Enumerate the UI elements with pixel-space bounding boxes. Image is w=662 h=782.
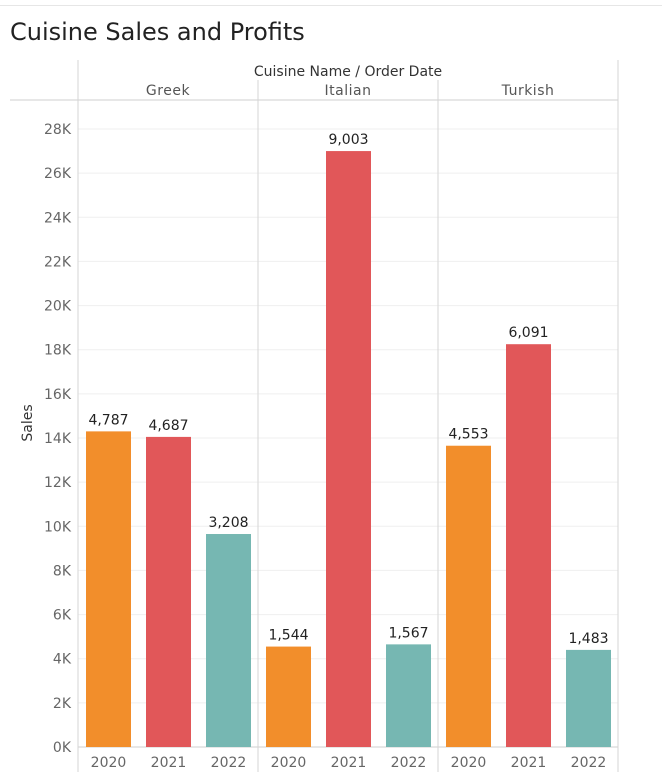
y-axis-title: Sales	[20, 404, 36, 441]
y-tick-label: 6K	[53, 608, 72, 624]
group-headers: Greek Italian Turkish	[146, 83, 554, 99]
bar-italian-2020[interactable]	[266, 646, 311, 747]
y-tick-label: 4K	[53, 652, 72, 668]
y-tick-label: 10K	[44, 519, 72, 535]
bar-turkish-2021[interactable]	[506, 344, 551, 747]
x-tick-label-2020: 2020	[451, 755, 487, 771]
data-label-greek-2022: 3,208	[208, 515, 248, 531]
y-tick-label: 28K	[44, 122, 72, 138]
x-tick-label-2022: 2022	[391, 755, 427, 771]
group-header-greek: Greek	[146, 83, 191, 99]
data-labels: 4,787 4,687 3,208 1,544 9,003 1,567 4,553 6,091…	[88, 132, 608, 647]
bars	[86, 151, 611, 748]
data-label-italian-2020: 1,544	[268, 628, 308, 644]
y-tick-label: 24K	[44, 210, 72, 226]
x-tick-label-2020: 2020	[271, 755, 307, 771]
x-tick-label-2022: 2022	[571, 755, 607, 771]
chart-frame	[10, 60, 619, 772]
top-rule	[0, 0, 662, 6]
data-label-greek-2021: 4,687	[148, 418, 188, 434]
page-title: Cuisine Sales and Profits	[10, 18, 305, 46]
bar-italian-2021[interactable]	[326, 151, 371, 748]
y-tick-label: 14K	[44, 431, 72, 447]
y-axis: 0K 2K 4K 6K 8K 10K 12K 14K 16K 18K 20K 22K 24K 26K 28K	[44, 122, 72, 756]
bar-turkish-2020[interactable]	[446, 445, 491, 747]
y-tick-label: 18K	[44, 343, 72, 359]
bar-italian-2022[interactable]	[386, 644, 431, 747]
bar-greek-2022[interactable]	[206, 534, 251, 747]
group-header-turkish: Turkish	[501, 83, 555, 99]
x-tick-label-2020: 2020	[91, 755, 127, 771]
y-tick-label: 16K	[44, 387, 72, 403]
data-label-italian-2022: 1,567	[388, 625, 428, 641]
y-tick-label: 22K	[44, 254, 72, 270]
y-tick-label: 20K	[44, 299, 72, 315]
y-tick-label: 2K	[53, 696, 72, 712]
x-tick-label-2021: 2021	[331, 755, 367, 771]
x-axis: 2020 2021 2022 2020 2021 2022 2020 2021 2022	[91, 755, 607, 771]
bar-greek-2020[interactable]	[86, 431, 131, 747]
data-label-turkish-2022: 1,483	[568, 631, 608, 647]
bar-turkish-2022[interactable]	[566, 649, 611, 747]
x-tick-label-2022: 2022	[211, 755, 247, 771]
data-label-turkish-2021: 6,091	[508, 325, 548, 341]
y-tick-label: 26K	[44, 166, 72, 182]
y-tick-label: 0K	[53, 740, 72, 756]
group-header-italian: Italian	[325, 83, 372, 99]
data-label-turkish-2020: 4,553	[448, 427, 488, 443]
x-tick-label-2021: 2021	[151, 755, 187, 771]
header-title: Cuisine Name / Order Date	[254, 64, 442, 80]
y-tick-label: 8K	[53, 563, 72, 579]
data-label-greek-2020: 4,787	[88, 412, 128, 428]
y-tick-label: 12K	[44, 475, 72, 491]
bar-greek-2021[interactable]	[146, 436, 191, 747]
data-label-italian-2021: 9,003	[328, 132, 368, 148]
x-tick-label-2021: 2021	[511, 755, 547, 771]
